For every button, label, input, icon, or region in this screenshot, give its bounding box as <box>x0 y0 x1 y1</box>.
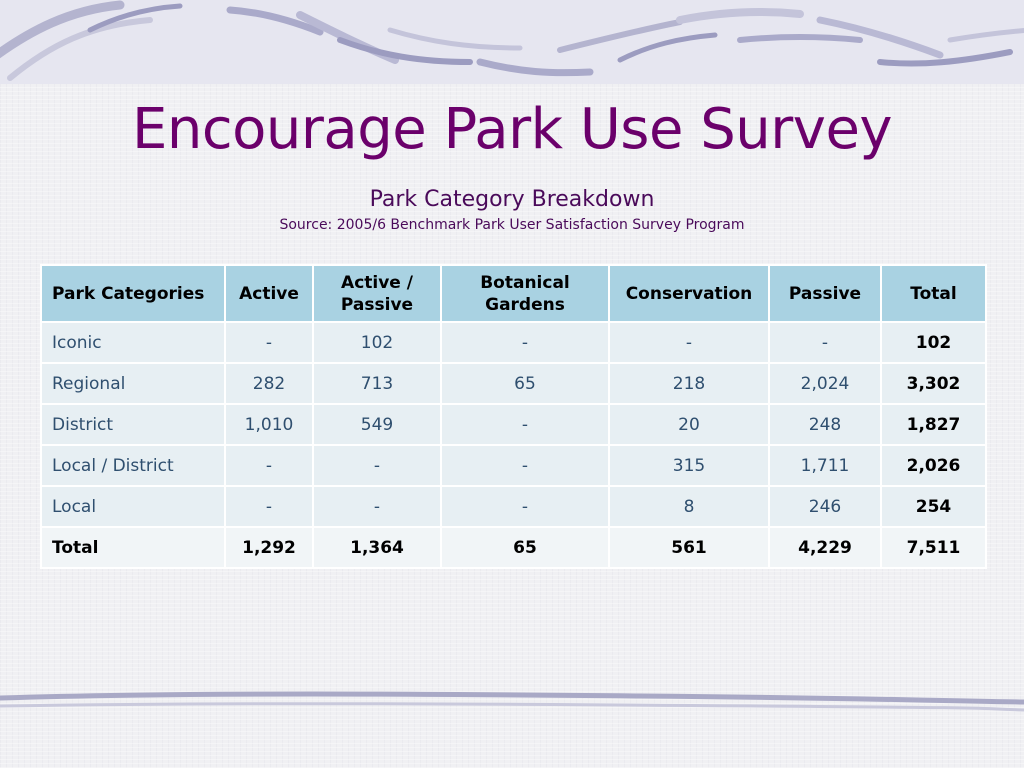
total-cell: 65 <box>440 526 610 569</box>
table-cell: - <box>608 321 770 364</box>
header-total: Total <box>880 264 987 323</box>
table-cell: - <box>440 485 610 528</box>
row-label: Iconic <box>40 321 226 364</box>
total-cell: 4,229 <box>768 526 882 569</box>
table-cell: 713 <box>312 362 442 405</box>
header-active: Active <box>224 264 314 323</box>
table-cell: - <box>440 321 610 364</box>
table-cell: 1,711 <box>768 444 882 487</box>
table-cell: 102 <box>312 321 442 364</box>
total-cell: 561 <box>608 526 770 569</box>
park-category-table: Park Categories Active Active / Passive … <box>40 264 987 569</box>
header-passive: Passive <box>768 264 882 323</box>
table-cell: - <box>224 321 314 364</box>
bottom-decorative-line <box>0 691 1024 712</box>
row-total-cell: 1,827 <box>880 403 987 446</box>
slide-source: Source: 2005/6 Benchmark Park User Satis… <box>279 217 745 233</box>
table-row: Local / District - - - 315 1,711 2,026 <box>40 444 987 487</box>
row-label: Regional <box>40 362 226 405</box>
table-cell: - <box>440 444 610 487</box>
table-cell: - <box>224 444 314 487</box>
row-total-cell: 2,026 <box>880 444 987 487</box>
table-row: Regional 282 713 65 218 2,024 3,302 <box>40 362 987 405</box>
table-cell: 218 <box>608 362 770 405</box>
row-total-cell: 254 <box>880 485 987 528</box>
table-cell: 8 <box>608 485 770 528</box>
total-row-label: Total <box>40 526 226 569</box>
table-cell: 1,010 <box>224 403 314 446</box>
row-label: District <box>40 403 226 446</box>
table-cell: - <box>768 321 882 364</box>
table-cell: 282 <box>224 362 314 405</box>
row-total-cell: 3,302 <box>880 362 987 405</box>
table-row: Iconic - 102 - - - 102 <box>40 321 987 364</box>
row-label: Local <box>40 485 226 528</box>
table-cell: 2,024 <box>768 362 882 405</box>
table-cell: - <box>312 485 442 528</box>
header-active-passive: Active / Passive <box>312 264 442 323</box>
top-decorative-border <box>0 0 1024 84</box>
row-label: Local / District <box>40 444 226 487</box>
table-total-row: Total 1,292 1,364 65 561 4,229 7,511 <box>40 526 987 569</box>
table-cell: 248 <box>768 403 882 446</box>
table-cell: - <box>224 485 314 528</box>
header-botanical-gardens: Botanical Gardens <box>440 264 610 323</box>
table-row: District 1,010 549 - 20 248 1,827 <box>40 403 987 446</box>
table-cell: 20 <box>608 403 770 446</box>
grand-total-cell: 7,511 <box>880 526 987 569</box>
table-cell: - <box>312 444 442 487</box>
row-total-cell: 102 <box>880 321 987 364</box>
slide-subtitle: Park Category Breakdown <box>369 187 655 212</box>
slide-title: Encourage Park Use Survey <box>131 97 893 162</box>
table-cell: 246 <box>768 485 882 528</box>
header-park-categories: Park Categories <box>40 264 226 323</box>
total-cell: 1,292 <box>224 526 314 569</box>
table-row: Local - - - 8 246 254 <box>40 485 987 528</box>
table-cell: 315 <box>608 444 770 487</box>
table-cell: 549 <box>312 403 442 446</box>
total-cell: 1,364 <box>312 526 442 569</box>
table-cell: - <box>440 403 610 446</box>
table-header-row: Park Categories Active Active / Passive … <box>40 264 987 323</box>
table-cell: 65 <box>440 362 610 405</box>
header-conservation: Conservation <box>608 264 770 323</box>
